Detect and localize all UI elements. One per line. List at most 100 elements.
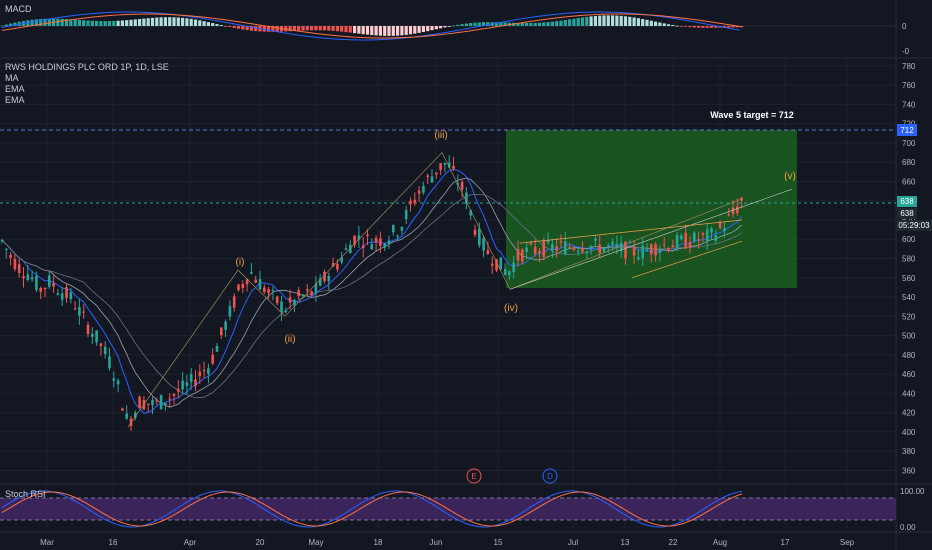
- candle-body: [529, 242, 533, 245]
- macd-histogram-bar: [456, 24, 460, 26]
- macd-histogram-bar: [585, 16, 589, 26]
- candle-body: [48, 275, 51, 287]
- stoch-axis-100: 100.00: [900, 487, 925, 496]
- candle-body: [396, 235, 399, 237]
- price-tick-label: 660: [902, 177, 916, 186]
- macd-histogram-bar: [606, 15, 610, 26]
- macd-label: MACD: [5, 4, 32, 14]
- candle-body: [288, 297, 292, 303]
- macd-histogram-bar: [125, 20, 129, 26]
- candle-body: [409, 200, 412, 205]
- macd-histogram-bar: [520, 22, 524, 26]
- candle-body: [435, 172, 438, 175]
- candle-body: [155, 400, 159, 402]
- candle-body: [146, 403, 150, 405]
- macd-histogram-bar: [391, 26, 395, 36]
- candle-body: [366, 234, 369, 237]
- macd-histogram-bar: [39, 18, 43, 26]
- macd-histogram-bar: [107, 21, 112, 26]
- candle-body: [159, 395, 163, 410]
- macd-histogram-bar: [451, 25, 456, 27]
- candle-body: [181, 380, 184, 390]
- macd-histogram-bar: [469, 23, 473, 26]
- time-tick-label: May: [308, 538, 323, 547]
- price-tick-label: 680: [902, 158, 916, 167]
- candle-body: [383, 243, 386, 248]
- macd-histogram-bar: [378, 26, 382, 36]
- macd-histogram-bar: [383, 26, 387, 36]
- macd-histogram-bar: [464, 23, 468, 26]
- price-tick-label: 360: [902, 466, 916, 475]
- macd-histogram-bar: [159, 17, 163, 26]
- wave-i-label: (i): [236, 257, 245, 268]
- price-tick-label: 400: [902, 428, 916, 437]
- macd-histogram-bar: [714, 26, 718, 28]
- countdown-tag-text: 05:29:03: [898, 221, 930, 230]
- candle-body: [69, 292, 73, 300]
- candle-body: [280, 301, 283, 312]
- macd-histogram-bar: [400, 26, 404, 36]
- candle-body: [220, 327, 223, 336]
- candle-body: [370, 244, 374, 250]
- candle-body: [125, 413, 128, 419]
- macd-histogram-bar: [542, 22, 546, 26]
- candle-body: [177, 388, 180, 392]
- dividend-marker[interactable]: [542, 468, 558, 484]
- candle-body: [241, 284, 245, 289]
- candle-body: [9, 254, 12, 258]
- candle-body: [245, 279, 249, 285]
- candle-body: [430, 176, 434, 183]
- price-tick-label: 380: [902, 447, 916, 456]
- macd-histogram-bar: [211, 23, 215, 26]
- candle-body: [680, 235, 683, 240]
- candle-body: [297, 290, 300, 297]
- candle-body: [301, 294, 305, 296]
- macd-histogram-bar: [254, 26, 258, 32]
- last-price-tag: [897, 196, 917, 207]
- macd-histogram-bar: [90, 20, 94, 26]
- candle-body: [490, 263, 494, 266]
- price-tick-label: 540: [902, 293, 916, 302]
- macd-histogram-bar: [34, 19, 38, 26]
- macd-histogram-bar: [568, 19, 572, 26]
- candle-body: [495, 259, 498, 271]
- candle-body: [469, 210, 472, 216]
- macd-histogram-bar: [193, 19, 198, 26]
- macd-histogram-bar: [370, 26, 374, 36]
- macd-histogram-bar: [387, 26, 391, 36]
- candle-body: [650, 244, 653, 255]
- candle-body: [465, 192, 468, 204]
- candle-body: [667, 247, 670, 251]
- macd-histogram-bar: [430, 26, 434, 31]
- wave-target-annotation: Wave 5 target = 712: [710, 110, 793, 120]
- candle-body: [546, 239, 550, 243]
- macd-histogram-bar: [555, 21, 559, 26]
- macd-histogram-bar: [275, 26, 279, 32]
- macd-histogram-bar: [701, 26, 705, 28]
- candle-body: [0, 239, 4, 242]
- candle-body: [594, 238, 597, 241]
- candle-body: [198, 371, 202, 377]
- price-tick-label: 780: [902, 62, 916, 71]
- candle-body: [138, 396, 141, 409]
- stoch-d-line: [1, 491, 743, 527]
- macd-histogram-bar: [494, 22, 499, 26]
- candle-body: [30, 277, 34, 280]
- candle-body: [697, 239, 700, 241]
- symbol-title: RWS HOLDINGS PLC ORD 1P, 1D, LSE: [5, 62, 169, 72]
- macd-histogram-bar: [628, 16, 632, 26]
- candle-body: [207, 368, 210, 374]
- macd-histogram-bar: [168, 17, 172, 26]
- earnings-marker[interactable]: [466, 468, 482, 484]
- candle-body: [559, 241, 563, 243]
- macd-histogram-bar: [374, 26, 378, 36]
- candle-body: [258, 279, 262, 290]
- time-axis[interactable]: Mar 16 Apr 20 May 18 Jun 15 Jul 13 22 Aug 17 Sep: [40, 538, 855, 547]
- candle-body: [598, 244, 601, 254]
- time-tick-label: Jul: [568, 538, 578, 547]
- candle-body: [121, 408, 124, 411]
- time-tick-label: Apr: [184, 538, 197, 547]
- channel-upper: [519, 219, 743, 244]
- price-tick-label: 760: [902, 81, 916, 90]
